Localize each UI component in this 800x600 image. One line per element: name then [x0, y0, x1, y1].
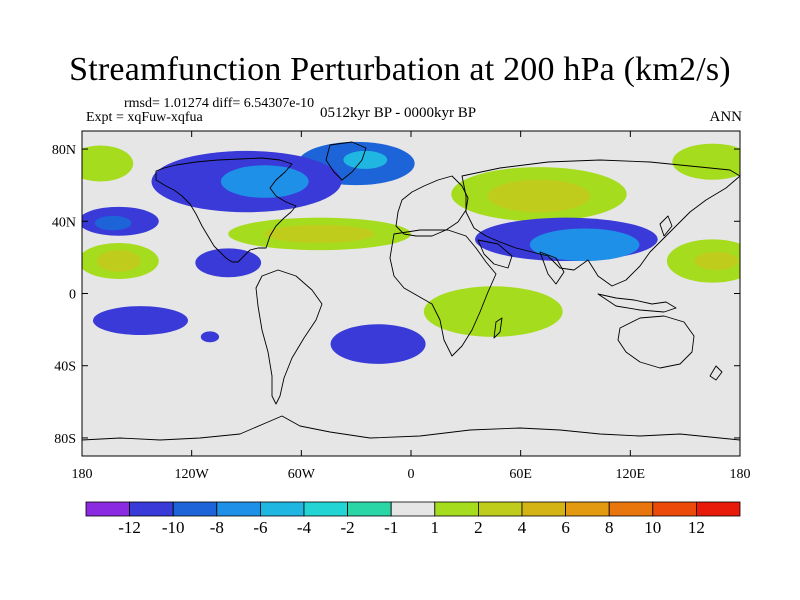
colorbar-label: 4	[518, 518, 527, 537]
colorbar-label: 12	[688, 518, 705, 537]
colorbar-swatch	[390, 501, 436, 517]
y-tick-label: 40N	[52, 215, 76, 230]
colorbar-label: -1	[384, 518, 398, 537]
y-tick-label: 40S	[54, 360, 76, 375]
coastline-north-america	[155, 157, 297, 263]
anomaly-north-atlantic-high-core	[343, 150, 388, 169]
x-tick-label: 120E	[616, 467, 646, 482]
colorbar-label: -2	[341, 518, 355, 537]
anomaly-south-atlantic-high	[330, 324, 426, 364]
x-tick-label: 120W	[175, 467, 210, 482]
colorbar-swatch	[477, 501, 523, 517]
anomaly-north-pacific-west-high-core	[94, 215, 132, 231]
coastline-japan	[659, 215, 673, 237]
coastline-india	[539, 251, 565, 285]
colorbar-swatch	[696, 501, 741, 517]
colorbar-swatch	[521, 501, 566, 517]
colorbar-label: 1	[431, 518, 440, 537]
colorbar: -12 -10 -8 -6 -4 -2 -1 1 2 4 6 8 10 12	[85, 501, 741, 537]
anomaly-south-pacific-small-high	[200, 331, 220, 343]
colorbar-label: -8	[210, 518, 224, 537]
colorbar-swatch	[303, 501, 348, 517]
x-tick-label: 60E	[509, 467, 532, 482]
y-tick-label: 80N	[52, 143, 76, 158]
x-axis: 180 120W 60W 0 60E 120E 180	[72, 131, 751, 482]
stats-label: rmsd= 1.01274 diff= 6.54307e-10	[124, 96, 315, 111]
anomaly-central-asia-high-core	[529, 228, 640, 261]
colorbar-swatch	[347, 501, 392, 517]
x-tick-label: 180	[730, 467, 751, 482]
colorbar-swatch	[129, 501, 174, 517]
y-tick-label: 0	[69, 288, 76, 303]
x-tick-label: 0	[408, 467, 415, 482]
coastline-madagascar	[493, 317, 503, 339]
anomaly-mid-atlantic-low-core	[264, 224, 375, 243]
coastline-australia	[617, 315, 695, 369]
experiment-label: Expt = xqFuw-xqfua	[86, 110, 203, 125]
coastline-indonesia	[597, 293, 677, 313]
colorbar-label: 6	[561, 518, 570, 537]
season-label: ANN	[709, 109, 743, 125]
colorbar-swatch	[85, 501, 130, 517]
colorbar-label: -12	[118, 518, 141, 537]
x-tick-label: 60W	[288, 467, 316, 482]
y-tick-label: 80S	[54, 432, 76, 447]
colorbar-swatch	[652, 501, 697, 517]
coastline-south-america	[255, 269, 323, 405]
anomaly-far-west-pacific-low-core	[694, 251, 739, 271]
coastline-arabia	[477, 239, 513, 269]
anomaly-subtropical-pacific-low-core	[96, 250, 141, 272]
anomaly-africa-low	[423, 286, 563, 337]
colorbar-label: -4	[297, 518, 312, 537]
anomaly-field-layer	[82, 141, 740, 364]
coastline-africa	[389, 229, 497, 357]
anomaly-south-pacific-high	[92, 306, 189, 336]
colorbar-label: -10	[162, 518, 185, 537]
colorbar-swatch	[608, 501, 654, 517]
colorbar-label: 10	[644, 518, 661, 537]
anomaly-north-america-arctic-high-core	[220, 165, 309, 198]
colorbar-label: 2	[474, 518, 483, 537]
anomaly-east-pacific-high	[195, 248, 262, 278]
coastline-asia	[461, 159, 740, 287]
x-tick-label: 180	[72, 467, 93, 482]
colorbar-swatch	[259, 501, 305, 517]
chart-title: Streamfunction Perturbation at 200 hPa (…	[69, 51, 731, 88]
anomaly-arctic-east-low	[672, 143, 740, 180]
colorbar-label: 8	[605, 518, 614, 537]
anomaly-arctic-west-low	[82, 145, 134, 182]
colorbar-swatch	[565, 501, 610, 517]
colorbar-label: -6	[253, 518, 267, 537]
anomaly-siberia-low-core	[487, 179, 591, 213]
coastline-greenland	[325, 141, 367, 181]
colorbar-swatch	[216, 501, 261, 517]
y-axis: 80N 40N 0 40S 80S	[52, 143, 740, 447]
colorbar-swatch	[434, 501, 479, 517]
coastline-layer	[82, 141, 740, 441]
coastline-antarctica	[82, 415, 740, 441]
coastline-new-zealand	[709, 365, 723, 381]
period-label: 0512kyr BP - 0000kyr BP	[320, 105, 477, 121]
colorbar-swatch	[172, 501, 218, 517]
